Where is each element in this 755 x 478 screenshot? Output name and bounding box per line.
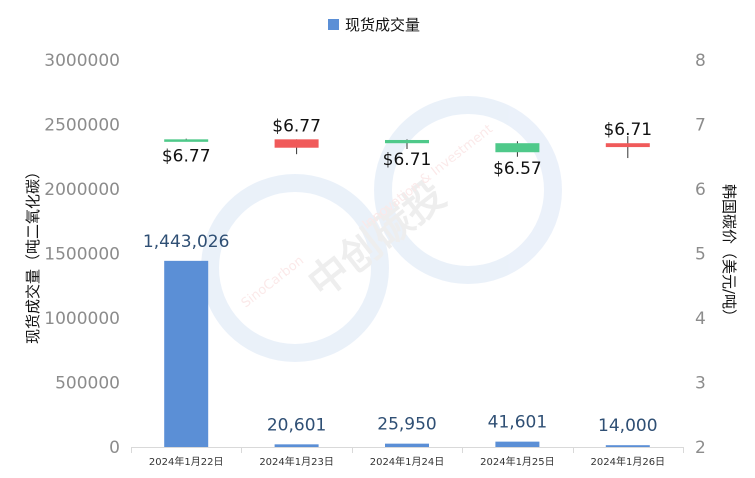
watermark-en-left: SinoCarbon [239,253,307,311]
x-tick-label: 2024年1月22日 [149,455,224,468]
legend-swatch [328,19,339,30]
x-tick-label: 2024年1月23日 [259,455,334,468]
bar-data-label: 1,443,026 [143,232,230,252]
y-left-tick-label: 0 [109,438,120,458]
candle-body [605,143,650,148]
y-right-tick-label: 3 [695,374,706,394]
candle-price-label: $6.71 [383,150,432,170]
x-tick-label: 2024年1月26日 [591,455,666,468]
bar-data-label: 20,601 [267,415,326,435]
candle-price-label: $6.77 [162,146,211,166]
bar-data-label: 25,950 [377,415,436,435]
bar-data-label: 14,000 [598,416,657,436]
y-right-tick-label: 5 [695,245,706,265]
bar [495,441,540,447]
watermark-ring-right [374,96,562,284]
y-right-tick-label: 7 [695,116,706,136]
candlestick-series: $6.77 $6.77 $6.71 $6.57 $6.71 [162,116,652,179]
x-axis: 2024年1月22日 2024年1月23日 2024年1月24日 2024年1月25日… [131,447,684,468]
bar [274,444,319,447]
candle-body [385,139,429,144]
legend: 现货成交量 [328,16,420,34]
bar [385,443,429,447]
y-left-tick-label: 2000000 [44,180,120,200]
legend-label: 现货成交量 [345,16,420,34]
candle-body [495,143,540,153]
y-right-tick-label: 2 [695,438,706,458]
y-left-tick-label: 2500000 [44,116,120,136]
candle-price-label: $6.77 [272,116,321,136]
x-tick-label: 2024年1月25日 [480,455,555,468]
candle-price-label: $6.57 [493,159,542,179]
candle-price-label: $6.71 [603,120,652,140]
y-left-tick-label: 1500000 [44,245,120,265]
watermark-ring-left [201,174,389,362]
bar-data-label: 41,601 [488,413,547,433]
bar [605,445,650,447]
y-right-axis-label: 韩国碳价（美元/吨） [720,184,738,324]
y-left-axis-label: 现货成交量（吨二氧化碳） [24,164,42,344]
bar-series: 1,443,026 20,601 25,950 41,601 14,000 [143,232,658,447]
candle-body [164,139,209,142]
y-left-tick-label: 3000000 [44,51,120,71]
x-tick-label: 2024年1月24日 [370,455,445,468]
y-left-tick-label: 1000000 [44,309,120,329]
y-right-tick-label: 6 [695,180,706,200]
candle-body [274,139,319,148]
y-right-tick-label: 8 [695,51,706,71]
bar [164,260,209,447]
watermark: 中创碳投 SinoCarbon Innovation & Investment [201,96,562,362]
y-right-tick-label: 4 [695,309,706,329]
y-left-tick-label: 500000 [55,374,120,394]
y-left-ticks: 0 500000 1000000 1500000 2000000 2500000 30000… [44,51,120,458]
y-right-ticks: 2 3 4 5 6 7 8 [695,51,706,458]
